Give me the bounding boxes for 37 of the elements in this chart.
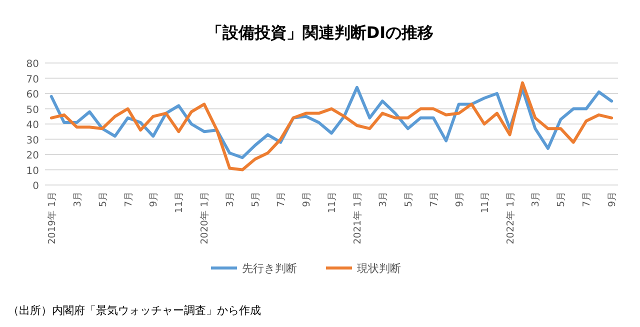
- x-tick-label: 7月: [123, 191, 134, 208]
- y-tick-label: 70: [26, 74, 39, 86]
- x-tick-label: 9月: [454, 191, 466, 208]
- y-tick-label: 50: [26, 104, 39, 116]
- x-tick-label: 5月: [98, 191, 109, 208]
- legend-label: 現状判断: [357, 262, 401, 275]
- line-series: [50, 81, 614, 172]
- x-tick-label: 3月: [530, 191, 542, 208]
- x-tick-label: 3月: [72, 191, 84, 208]
- text: （出所）内閣府「景気ウォッチャー調査」から作成: [8, 304, 261, 317]
- x-tick-label: 9月: [148, 191, 160, 208]
- x-tick-label: 3月: [225, 191, 236, 208]
- x-tick-label: 2019年 1月: [46, 191, 58, 244]
- x-tick-label: 11月: [174, 191, 186, 214]
- x-tick-label: 5月: [250, 191, 262, 208]
- x-tick-label: 11月: [327, 191, 338, 214]
- y-tick-label: 80: [26, 59, 39, 70]
- y-tick-label: 30: [26, 135, 39, 146]
- x-tick-label: 7月: [428, 191, 440, 208]
- y-tick-label: 20: [26, 150, 39, 162]
- x-tick-label: 5月: [403, 191, 414, 208]
- x-tick-label: 2022年 1月: [504, 191, 516, 244]
- x-tick-label: 3月: [378, 191, 389, 208]
- x-tick-label: 2020年 1月: [198, 191, 211, 244]
- x-tick-label: 7月: [276, 191, 288, 208]
- x-tick-label: 7月: [582, 191, 593, 208]
- x-tick-label: 5月: [556, 191, 568, 208]
- y-tick-label: 60: [26, 90, 39, 100]
- y-tick-label: 40: [26, 120, 39, 131]
- legend-label: 先行き判断: [242, 262, 297, 275]
- chart-title: 「設備投資」関連判断DIの推移: [206, 23, 434, 42]
- x-tick-label: 11月: [480, 191, 491, 214]
- x-tick-label: 9月: [607, 191, 618, 208]
- y-tick-label: 0: [32, 181, 39, 192]
- x-tick-label: 2021年 1月: [351, 191, 364, 244]
- x-tick-label: 9月: [302, 191, 313, 208]
- y-tick-label: 10: [26, 166, 39, 177]
